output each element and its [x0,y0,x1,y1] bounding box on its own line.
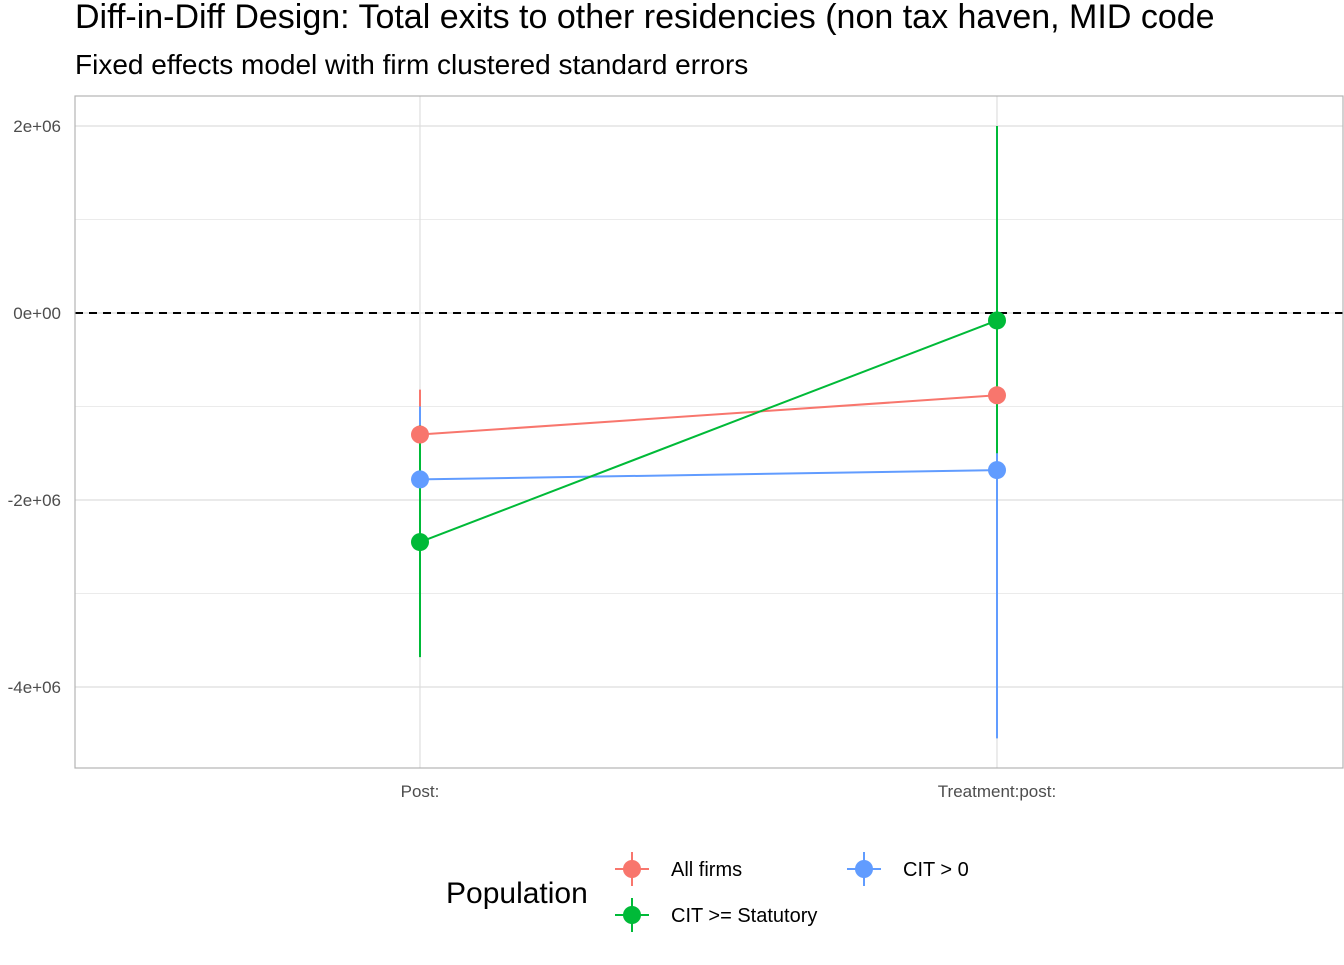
chart-subtitle: Fixed effects model with firm clustered … [75,49,748,80]
x-tick-label: Treatment:post: [938,782,1056,801]
legend-label: CIT > 0 [903,859,969,881]
data-point [411,470,429,489]
panel-border [74,95,1344,769]
data-point [411,425,429,444]
y-tick-label: -2e+06 [8,491,61,510]
legend-key-point [623,906,641,924]
legend-key-point [855,860,873,878]
data-point [988,461,1006,480]
legend-label: CIT >= Statutory [671,905,817,927]
y-tick-label: 2e+06 [13,117,61,136]
data-point [988,311,1006,330]
axis-layer: 2e+06 0e+00 -2e+06 -4e+06 Post: Treatment:pos… [8,95,1344,801]
series-line [419,319,998,544]
x-tick-label: Post: [401,782,440,801]
chart-title: Diff-in-Diff Design: Total exits to othe… [75,0,1215,36]
data-point [988,386,1006,405]
y-tick-label: -4e+06 [8,678,61,697]
legend-key-point [623,860,641,878]
series-line [419,469,998,481]
series-line [419,394,998,436]
y-tick-label: 0e+00 [13,304,61,323]
legend: Population All firms CIT >= Statutory CIT … [446,852,969,932]
data-layer [411,126,1006,739]
legend-title: Population [446,877,588,910]
legend-label: All firms [671,859,742,881]
data-point [411,533,429,552]
